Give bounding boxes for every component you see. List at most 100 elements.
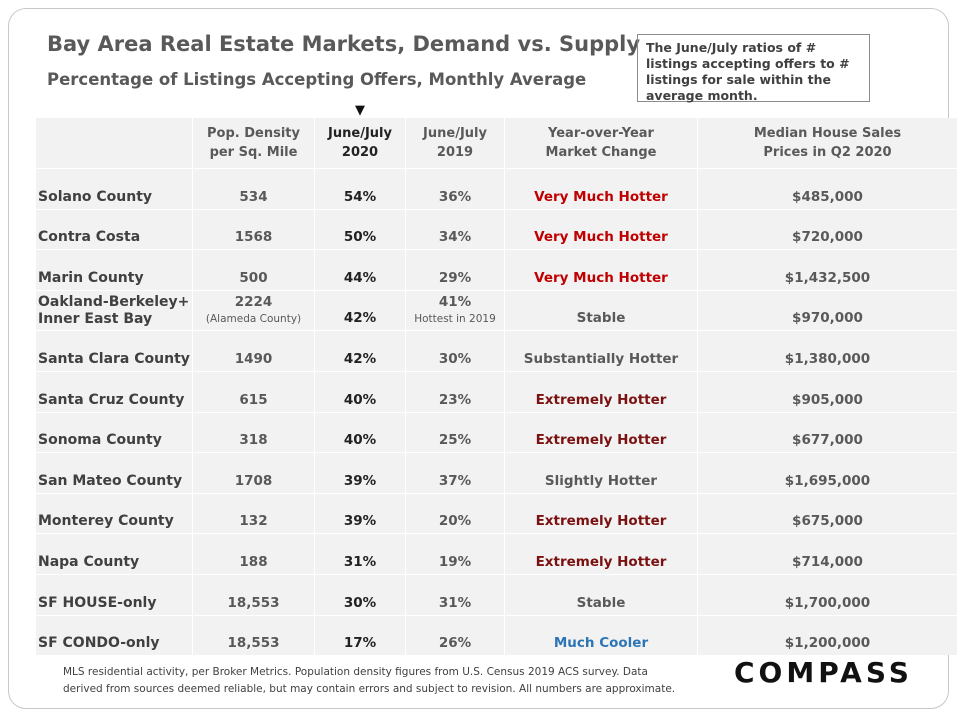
median-price: $1,432,500: [784, 269, 871, 286]
median-price: $485,000: [792, 188, 863, 205]
market-change: Extremely Hotter: [535, 553, 667, 570]
table-body: Solano County 534 54% 36% Very Much Hotter $4…: [36, 168, 957, 656]
column-header: [36, 118, 192, 168]
ratio-2020: 31%: [343, 553, 377, 570]
median-price-cell: $1,695,000: [697, 452, 957, 493]
median-price: $720,000: [792, 229, 863, 246]
table-row: Contra Costa 1568 50% 34% Very Much Hotter $7…: [36, 208, 957, 250]
ratio-2020: 40%: [343, 432, 377, 449]
median-price: $970,000: [792, 310, 863, 327]
table-row: Sonoma County 318 40% 25% Extremely Hotter $6…: [36, 411, 957, 453]
density-value: 188: [239, 553, 268, 570]
median-price-cell: $720,000: [697, 208, 957, 250]
column-header: Year-over-Year Market Change: [504, 118, 697, 168]
median-price-cell: $675,000: [697, 492, 957, 534]
ratio-2020-cell: 50%: [314, 208, 405, 250]
county-name-cell: SF CONDO-only: [36, 614, 192, 656]
table-row: Napa County 188 31% 19% Extremely Hotter $714…: [36, 533, 957, 574]
ratio-2019: 36%: [438, 188, 472, 205]
ratio-2020-cell: 30%: [314, 573, 405, 615]
ratio-2020-cell: 39%: [314, 452, 405, 493]
table-row: Solano County 534 54% 36% Very Much Hotter $4…: [36, 168, 957, 209]
column-header-line: Year-over-Year: [548, 126, 654, 141]
county-name: Napa County: [38, 553, 140, 570]
ratio-2020-cell: 31%: [314, 533, 405, 574]
market-change: Extremely Hotter: [535, 391, 667, 408]
ratio-2019: 31%: [438, 594, 472, 611]
market-change-cell: Much Cooler: [504, 614, 697, 656]
ratio-2020: 44%: [343, 269, 377, 286]
density-value: 1490: [234, 350, 273, 367]
median-price: $1,700,000: [784, 594, 871, 611]
county-name: Oakland-Berkeley+: [38, 293, 190, 310]
column-header-line: Median House Sales: [753, 126, 902, 141]
ratio-2019: 30%: [438, 350, 472, 367]
ratio-2020: 39%: [343, 472, 377, 489]
column-header-line: Pop. Density: [207, 126, 300, 141]
density-note: (Alameda County): [205, 312, 302, 325]
density-cell: 188: [192, 533, 314, 574]
table-row: SF HOUSE-only 18,553 30% 31% Stable $1,700,00…: [36, 573, 957, 615]
density-cell: 500: [192, 249, 314, 290]
column-header: Pop. Density per Sq. Mile: [192, 118, 314, 168]
column-header-line: Prices in Q2 2020: [763, 145, 892, 160]
density-cell: 1490: [192, 330, 314, 371]
median-price: $1,695,000: [784, 472, 871, 489]
ratio-2019-cell: 23%: [405, 370, 504, 412]
median-price: $677,000: [792, 432, 863, 449]
down-arrow-icon: ▼: [355, 103, 365, 118]
column-header: June/July 2020: [314, 118, 405, 168]
market-change-cell: Very Much Hotter: [504, 208, 697, 250]
median-price-cell: $1,200,000: [697, 614, 957, 656]
county-name-cell: Sonoma County: [36, 411, 192, 453]
market-change: Much Cooler: [553, 635, 649, 652]
ratio-2020: 40%: [343, 391, 377, 408]
ratio-2019-cell: 29%: [405, 249, 504, 290]
county-name-cell: Santa Cruz County: [36, 370, 192, 412]
table-row: Monterey County 132 39% 20% Extremely Hotter…: [36, 492, 957, 534]
ratio-2020: 17%: [343, 635, 377, 652]
ratio-2019-cell: 19%: [405, 533, 504, 574]
county-name: SF CONDO-only: [38, 635, 160, 652]
median-price: $905,000: [792, 391, 863, 408]
county-name-cell: Oakland-Berkeley+ Inner East Bay: [36, 289, 192, 331]
median-price-cell: $485,000: [697, 168, 957, 209]
ratio-2019: 26%: [438, 635, 472, 652]
footer-line-2: derived from sources deemed reliable, bu…: [63, 683, 676, 695]
density-cell: 1568: [192, 208, 314, 250]
density-cell: 318: [192, 411, 314, 453]
ratio-2019: 29%: [438, 269, 472, 286]
ratio-2019: 34%: [438, 229, 472, 246]
ratio-2020-cell: 42%: [314, 289, 405, 331]
density-value: 615: [239, 391, 268, 408]
county-name-cell: Santa Clara County: [36, 330, 192, 371]
compass-logo: COMPASS: [734, 656, 913, 689]
density-value: 1708: [234, 472, 273, 489]
market-change-cell: Very Much Hotter: [504, 168, 697, 209]
market-change-cell: Very Much Hotter: [504, 249, 697, 290]
table-row: Marin County 500 44% 29% Very Much Hotter $1,…: [36, 249, 957, 290]
ratio-2019: 23%: [438, 391, 472, 408]
density-value: 132: [239, 513, 268, 530]
table-row: San Mateo County 1708 39% 37% Slightly Hotte…: [36, 452, 957, 493]
median-price-cell: $1,432,500: [697, 249, 957, 290]
ratio-2019: 25%: [438, 432, 472, 449]
density-value: 500: [239, 269, 268, 286]
column-header-line: June/July: [328, 126, 392, 141]
market-change: Stable: [576, 594, 626, 611]
ratio-2019-cell: 25%: [405, 411, 504, 453]
footer-line-1: MLS residential activity, per Broker Met…: [63, 666, 648, 678]
table-row: SF CONDO-only 18,553 17% 26% Much Cooler $1,2…: [36, 614, 957, 656]
column-header: June/July 2019: [405, 118, 504, 168]
market-change-cell: Extremely Hotter: [504, 533, 697, 574]
density-value: 1568: [234, 229, 273, 246]
ratio-2020: 39%: [343, 513, 377, 530]
ratio-2020-cell: 42%: [314, 330, 405, 371]
county-name: Contra Costa: [38, 229, 141, 246]
ratio-2019-cell: 20%: [405, 492, 504, 534]
ratio-2019: 41%: [438, 293, 472, 310]
ratio-2019: 20%: [438, 513, 472, 530]
chart-subtitle: Percentage of Listings Accepting Offers,…: [47, 70, 587, 89]
market-change-cell: Stable: [504, 289, 697, 331]
column-header-line: per Sq. Mile: [209, 145, 298, 160]
